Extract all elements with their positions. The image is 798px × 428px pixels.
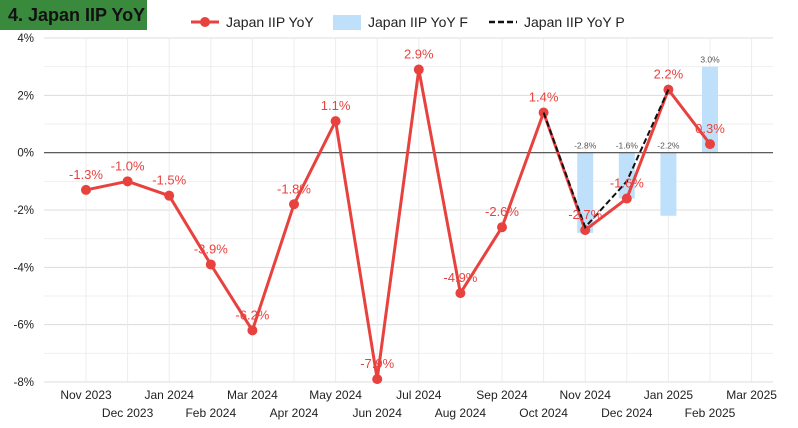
actual-point	[289, 199, 299, 210]
x-tick-label: Dec 2024	[601, 406, 653, 420]
x-tick-label: Feb 2024	[185, 406, 236, 420]
x-tick-label: Mar 2024	[227, 388, 278, 402]
actual-point-label: -1.5%	[152, 173, 186, 188]
x-tick-label: May 2024	[309, 388, 362, 402]
actual-point	[330, 116, 341, 127]
line-layer	[81, 64, 715, 385]
x-tick-label: Sep 2024	[476, 388, 528, 402]
x-tick-label: Nov 2024	[560, 388, 612, 402]
forecast-bar	[660, 152, 677, 216]
y-tick-label: -6%	[14, 320, 34, 332]
axis-layer: 4% 2% 0% -2% -4% -6% -8% Nov 2023 Dec 2023 Jan 20…	[14, 33, 778, 420]
actual-point	[372, 374, 383, 385]
legend-label-actual: Japan IIP YoY	[226, 14, 314, 30]
actual-point	[705, 139, 715, 150]
x-tick-label: Dec 2023	[102, 406, 154, 420]
actual-point-label: -7.9%	[360, 356, 394, 371]
actual-point-label: 2.9%	[404, 47, 434, 62]
actual-point	[580, 225, 591, 236]
actual-point	[164, 190, 175, 201]
actual-point-label: 1.1%	[321, 98, 351, 113]
legend: Japan IIP YoY Japan IIP YoY F Japan IIP Yo…	[191, 14, 625, 30]
y-tick-label: 2%	[17, 90, 34, 102]
actual-point	[455, 288, 466, 299]
x-tick-label: Apr 2024	[270, 406, 319, 420]
actual-point-label: -3.9%	[194, 241, 228, 256]
forecast-bar	[577, 152, 594, 233]
actual-point-label: -6.2%	[235, 307, 269, 322]
actual-point	[621, 193, 632, 204]
chart-title: 4. Japan IIP YoY	[0, 0, 147, 30]
actual-point	[81, 184, 91, 195]
x-tick-label: Jul 2024	[396, 388, 442, 402]
x-tick-label: Nov 2023	[60, 388, 112, 402]
grid-layer	[44, 37, 773, 383]
legend-label-forecast: Japan IIP YoY F	[368, 14, 468, 30]
actual-point-label: 1.4%	[529, 90, 559, 105]
actual-point	[413, 64, 424, 75]
actual-point-label: -1.0%	[111, 158, 145, 173]
x-tick-label: Feb 2025	[685, 406, 736, 420]
y-tick-label: 4%	[17, 33, 34, 45]
actual-point	[247, 325, 258, 336]
x-tick-label: Jun 2024	[353, 406, 403, 420]
legend-marker-actual	[200, 17, 210, 27]
x-tick-label: Aug 2024	[435, 406, 487, 420]
y-tick-label: -8%	[14, 377, 34, 389]
actual-point	[497, 222, 507, 233]
actual-point-label: 2.2%	[654, 67, 684, 82]
y-tick-label: -4%	[14, 262, 34, 274]
label-layer: -2.8% -1.6% -2.2% 3.0% -1.3% -1.0% -1.5% -3.9% -…	[69, 47, 725, 372]
actual-point-label: -1.8%	[277, 181, 311, 196]
actual-point-label: -2.7%	[568, 207, 602, 222]
y-tick-label: -2%	[14, 205, 34, 217]
actual-point-label: -1.3%	[69, 167, 103, 182]
actual-point-label: -1.6%	[610, 176, 644, 191]
x-tick-label: Mar 2025	[726, 388, 777, 402]
actual-point-label: -2.6%	[485, 204, 519, 219]
forecast-bar-label: -2.2%	[657, 141, 680, 151]
legend-swatch-forecast	[333, 15, 361, 30]
actual-point-label: 0.3%	[695, 121, 725, 136]
forecast-bar-label: -2.8%	[574, 141, 597, 151]
actual-point-label: -4.9%	[443, 270, 477, 285]
y-tick-label: 0%	[17, 148, 34, 160]
actual-point	[122, 176, 133, 187]
forecast-bar-label: -1.6%	[616, 141, 639, 151]
legend-label-preliminary: Japan IIP YoY P	[524, 14, 625, 30]
forecast-bar-label: 3.0%	[700, 55, 720, 65]
x-tick-label: Jan 2024	[145, 388, 195, 402]
actual-point	[205, 259, 216, 270]
actual-series-line	[85, 68, 712, 381]
preliminary-series-line	[542, 89, 670, 230]
forecast-bar	[702, 66, 718, 153]
x-tick-label: Oct 2024	[519, 406, 568, 420]
x-tick-label: Jan 2025	[644, 388, 694, 402]
